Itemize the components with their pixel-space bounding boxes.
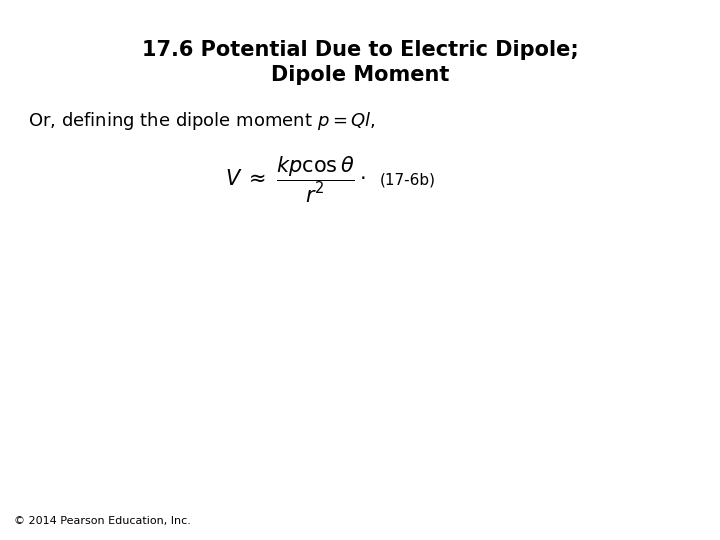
Text: © 2014 Pearson Education, Inc.: © 2014 Pearson Education, Inc.	[14, 516, 191, 526]
Text: (17-6b): (17-6b)	[380, 172, 436, 187]
Text: 17.6 Potential Due to Electric Dipole;: 17.6 Potential Due to Electric Dipole;	[142, 40, 578, 60]
Text: $V \;\approx\; \dfrac{kp\cos\theta}{r^2}\cdot$: $V \;\approx\; \dfrac{kp\cos\theta}{r^2}…	[225, 155, 366, 205]
Text: Or, defining the dipole moment $p = \mathit{Ql}$,: Or, defining the dipole moment $p = \mat…	[28, 110, 376, 132]
Text: Dipole Moment: Dipole Moment	[271, 65, 449, 85]
